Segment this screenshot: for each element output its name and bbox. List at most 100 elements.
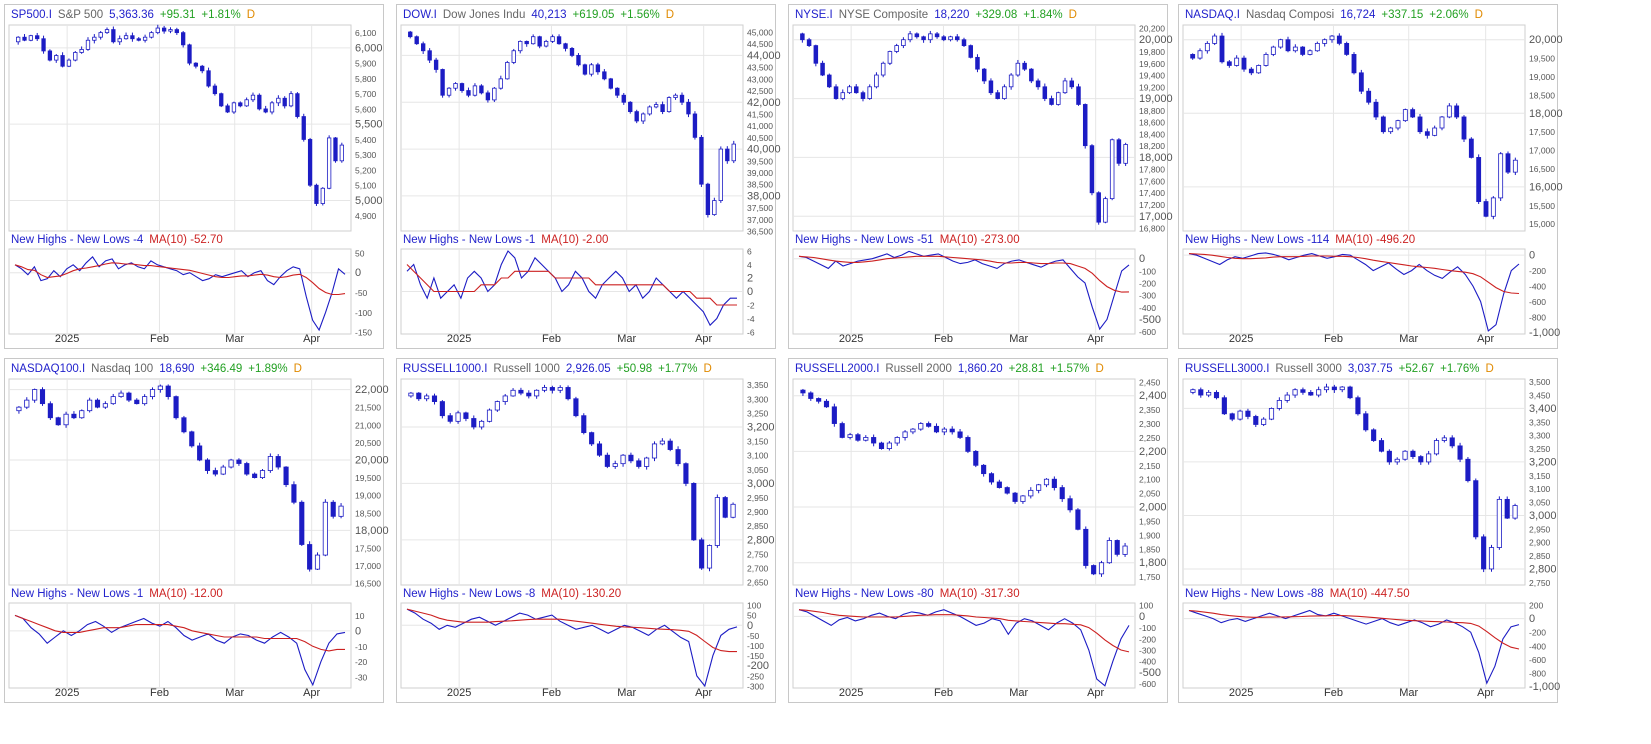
breadth-tick-label: 0: [747, 286, 753, 298]
candle: [1076, 83, 1081, 106]
symbol-label[interactable]: RUSSELL1000.I: [403, 363, 488, 375]
period-label[interactable]: D: [703, 363, 712, 375]
candle: [87, 397, 93, 413]
period-label[interactable]: D: [1485, 363, 1494, 375]
price-tick-label: 18,000: [355, 525, 389, 537]
candle: [886, 440, 892, 451]
symbol-label[interactable]: RUSSELL2000.I: [795, 363, 880, 375]
index-name: Dow Jones Indu: [442, 9, 526, 21]
index-name: Nasdaq 100: [91, 363, 154, 375]
candle: [901, 37, 906, 49]
candle: [808, 391, 814, 401]
breadth-tick-label: 0: [747, 620, 753, 632]
candle: [679, 92, 685, 105]
chart-panel[interactable]: NYSE.I NYSE Composite 18,220 +329.08 +1.84% D…: [788, 4, 1173, 349]
candle: [1417, 113, 1423, 134]
chart-panel[interactable]: NASDAQ.I Nasdaq Composi 16,724 +337.15 +2.06…: [1178, 4, 1563, 349]
candle: [1103, 196, 1108, 224]
candle: [725, 146, 730, 164]
candle: [1122, 542, 1128, 557]
percent-change: +1.56%: [620, 9, 660, 21]
candle: [1347, 385, 1353, 400]
symbol-label[interactable]: RUSSELL3000.I: [1185, 363, 1270, 375]
ma-label: MA(10) -2.00: [541, 234, 609, 246]
candle: [1082, 103, 1088, 149]
ma-label: MA(10) -273.00: [939, 234, 1020, 246]
symbol-label[interactable]: NASDAQ100.I: [11, 363, 86, 375]
candle: [800, 388, 806, 396]
candle: [200, 64, 205, 74]
candle: [1067, 495, 1073, 513]
chart-panel[interactable]: NASDAQ100.I Nasdaq 100 18,690 +346.49 +1.89%…: [4, 358, 389, 703]
price-tick-label: 2,750: [1529, 578, 1551, 588]
period-label[interactable]: D: [1474, 9, 1483, 21]
candle: [307, 541, 313, 572]
candle: [1358, 69, 1364, 94]
price-tick-label: 42,500: [747, 86, 773, 96]
candle: [847, 84, 852, 94]
price-tick-label: 3,050: [747, 465, 769, 475]
price-tick-label: 2,000: [1139, 502, 1167, 514]
candle: [66, 58, 72, 68]
period-label[interactable]: D: [1095, 363, 1104, 375]
price-change: +50.98: [616, 363, 653, 375]
price-tick-label: 2,100: [1139, 475, 1161, 485]
chart-panel[interactable]: RUSSELL2000.I Russell 2000 1,860.20 +28.81 +…: [788, 358, 1168, 703]
candle: [244, 97, 249, 107]
breadth-tick-label: 50: [355, 248, 365, 258]
candle: [35, 32, 40, 42]
chart-panel[interactable]: DOW.I Dow Jones Indu 40,213 +619.05 +1.56% D …: [396, 4, 781, 349]
period-label[interactable]: D: [1068, 9, 1077, 21]
candle: [1008, 73, 1014, 90]
candle: [181, 415, 187, 434]
candle: [941, 35, 947, 42]
candle: [1490, 196, 1496, 220]
candle: [1344, 41, 1350, 56]
candle: [589, 63, 594, 77]
ma-line: [14, 262, 346, 296]
ma-line: [1188, 253, 1520, 295]
candle: [181, 31, 186, 48]
candle: [620, 454, 626, 467]
period-label[interactable]: D: [246, 9, 256, 21]
breadth-tick-label: -250: [747, 671, 764, 681]
x-tick-label: Feb: [934, 687, 953, 699]
symbol-label[interactable]: SP500.I: [11, 9, 52, 21]
candle: [502, 393, 508, 405]
x-tick-label: Mar: [617, 333, 636, 345]
breadth-tick-label: -100: [1139, 623, 1156, 633]
candle: [602, 69, 607, 81]
percent-change: +2.06%: [1429, 9, 1469, 21]
candle: [813, 44, 819, 67]
candle: [1433, 438, 1440, 456]
price-tick-label: 17,800: [1139, 165, 1165, 175]
price-pane: [400, 378, 744, 586]
last-price: 1,860.20: [957, 363, 1003, 375]
chart-panel[interactable]: RUSSELL1000.I Russell 1000 2,926.05 +50.98 +…: [396, 358, 776, 703]
candle: [1441, 435, 1447, 443]
chart-svg: 2025 Feb Mar Apr 3,500 3,450 3,400 3,350 3,300 3,…: [1182, 377, 1560, 699]
candle: [955, 34, 960, 42]
symbol-label[interactable]: NASDAQ.I: [1185, 9, 1240, 21]
x-tick-label: Apr: [1087, 687, 1104, 699]
chart-panel[interactable]: SP500.I S&P 500 5,363.36 +95.31 +1.81% D New …: [4, 4, 384, 349]
symbol-label[interactable]: NYSE.I: [795, 9, 833, 21]
period-label[interactable]: D: [293, 363, 302, 375]
candle: [902, 430, 908, 441]
candle: [212, 467, 218, 477]
candle: [282, 96, 287, 109]
symbol-label[interactable]: DOW.I: [403, 9, 437, 21]
candle: [1263, 52, 1269, 67]
price-tick-label: 18,000: [1139, 152, 1173, 164]
candle: [110, 393, 116, 405]
candle: [1388, 126, 1394, 134]
candle: [1190, 388, 1196, 395]
period-label[interactable]: D: [665, 9, 675, 21]
chart-panel[interactable]: RUSSELL3000.I Russell 3000 3,037.75 +52.67 +…: [1178, 358, 1560, 703]
price-tick-label: 18,400: [1139, 129, 1165, 139]
candle: [1206, 390, 1212, 398]
price-tick-label: 3,100: [747, 451, 769, 461]
ma-line: [1188, 609, 1520, 650]
price-pane: [8, 378, 352, 586]
candle: [142, 394, 148, 406]
